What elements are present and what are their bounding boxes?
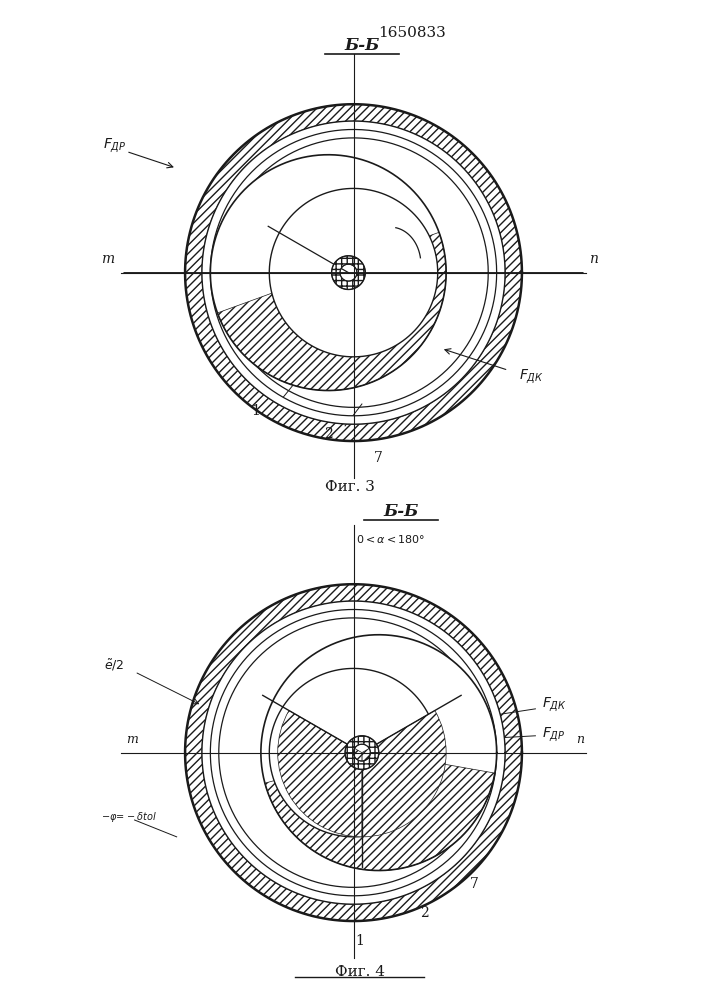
Text: 7: 7 [470, 877, 479, 891]
Wedge shape [211, 155, 446, 391]
Text: 1: 1 [252, 404, 260, 418]
Text: 2: 2 [420, 906, 428, 920]
Wedge shape [218, 273, 446, 391]
Text: $-\varphi\!=\!-\delta tol$: $-\varphi\!=\!-\delta tol$ [101, 810, 157, 824]
Text: n: n [590, 252, 598, 266]
Text: $\tilde{e}/2$: $\tilde{e}/2$ [105, 657, 124, 673]
Wedge shape [265, 753, 495, 871]
Text: 2: 2 [324, 427, 332, 441]
Wedge shape [269, 668, 438, 837]
Text: $\tilde{e}/2$: $\tilde{e}/2$ [325, 709, 342, 723]
Wedge shape [202, 121, 505, 424]
Wedge shape [269, 188, 438, 357]
Text: 1: 1 [356, 934, 365, 948]
Text: $F_{ДК}$: $F_{ДК}$ [518, 368, 544, 387]
Text: $0 < \alpha < 180°$: $0 < \alpha < 180°$ [356, 533, 426, 545]
Text: 1650833: 1650833 [378, 26, 446, 40]
Text: 7: 7 [374, 451, 383, 465]
Wedge shape [185, 584, 522, 921]
Wedge shape [278, 711, 362, 837]
Text: $F_{ДК}$: $F_{ДК}$ [542, 696, 567, 715]
Text: $F_{ДР}$: $F_{ДР}$ [103, 137, 126, 156]
Text: m: m [101, 252, 115, 266]
Wedge shape [362, 711, 446, 837]
Wedge shape [332, 256, 366, 289]
Text: Фиг. 4: Фиг. 4 [335, 965, 385, 979]
Text: Б-Б: Б-Б [383, 503, 419, 520]
Wedge shape [185, 104, 522, 441]
Text: Фиг. 3: Фиг. 3 [325, 480, 375, 494]
Text: n: n [575, 733, 584, 746]
Wedge shape [261, 635, 496, 871]
Wedge shape [202, 601, 505, 904]
Text: Б-Б: Б-Б [344, 37, 380, 54]
Text: $F_{ДР}$: $F_{ДР}$ [542, 726, 566, 745]
Text: m: m [126, 733, 138, 746]
Wedge shape [345, 736, 379, 769]
Text: $-\delta=180°$: $-\delta=180°$ [289, 704, 339, 740]
Wedge shape [328, 232, 446, 273]
